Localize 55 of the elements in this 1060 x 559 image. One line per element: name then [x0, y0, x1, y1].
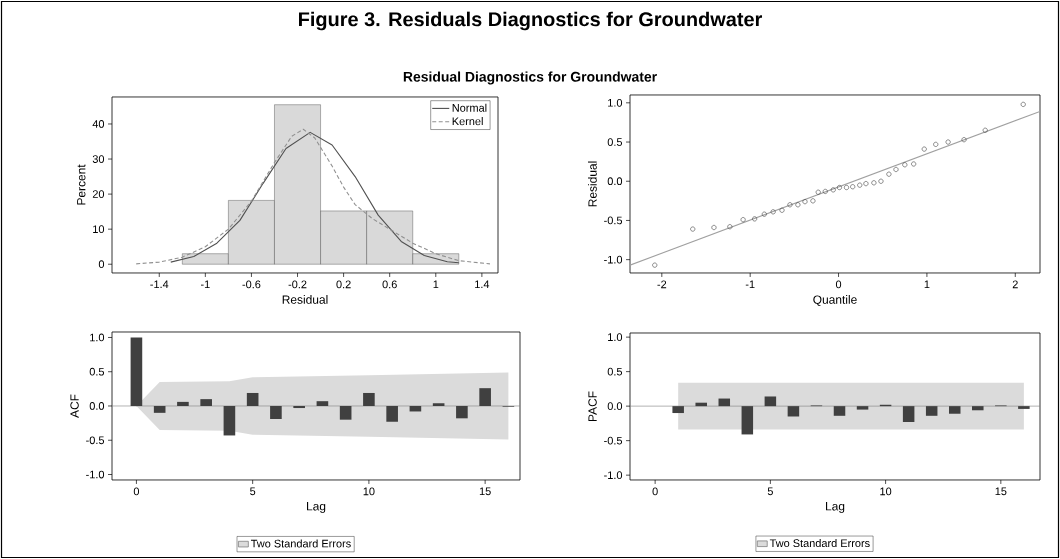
y-tick-label: 0.0: [607, 177, 623, 186]
x-tick-label: 0: [835, 280, 842, 289]
y-tick-label: 10: [93, 225, 105, 234]
y-tick-label: -0.5: [604, 216, 623, 225]
y-axis-title: ACF: [70, 394, 79, 418]
y-tick-label: 0.0: [607, 402, 623, 411]
x-tick-label: -2: [657, 280, 667, 289]
x-tick-label: 2: [1012, 280, 1018, 289]
y-axis-title: PACF: [588, 391, 597, 421]
x-axis-title: Lag: [307, 502, 326, 513]
legend-label: Kernel: [452, 117, 483, 126]
x-tick-label: 1.4: [475, 280, 490, 289]
y-tick-label: 0.5: [607, 138, 623, 146]
x-tick-label: 0: [133, 487, 140, 496]
x-axis-title: Lag: [826, 502, 845, 513]
y-tick-label: 0.0: [89, 402, 105, 410]
legend-label: Two Standard Errors: [250, 539, 351, 548]
y-tick-label: 40: [92, 120, 105, 128]
x-tick-label: -0.2: [288, 280, 307, 289]
x-tick-label: 10: [363, 487, 375, 496]
y-tick-label: 1.0: [608, 98, 623, 107]
x-tick-label: 5: [250, 487, 256, 496]
legend-label: Two Standard Errors: [769, 539, 870, 548]
x-tick-label: 10: [880, 487, 892, 496]
x-tick-label: 0: [652, 487, 658, 496]
chart-title: Figure 3. Residuals Diagnostics for Groundwater: [299, 11, 763, 31]
y-tick-label: -1.0: [604, 471, 623, 480]
x-tick-label: 5: [767, 487, 773, 496]
y-tick-label: 0.5: [607, 367, 623, 376]
x-axis-title: Residual: [282, 295, 328, 304]
y-tick-label: -0.5: [604, 436, 623, 445]
x-tick-label: -1: [745, 280, 755, 289]
y-tick-label: -1.0: [86, 470, 105, 479]
y-tick-label: 1.0: [90, 333, 105, 342]
y-axis-title: Percent: [77, 164, 86, 205]
x-tick-label: -1.4: [150, 280, 169, 289]
x-tick-label: 1: [433, 280, 439, 289]
x-tick-label: 15: [479, 487, 491, 496]
y-axis-title: Residual: [588, 161, 597, 207]
x-tick-label: -0.6: [242, 280, 261, 289]
x-tick-label: 1: [924, 280, 930, 289]
y-tick-label: 1.0: [608, 333, 623, 342]
y-tick-label: 30: [92, 155, 105, 163]
text: Residual Diagnostics for Groundwater: [403, 71, 657, 85]
x-axis-title: Quantile: [813, 295, 857, 307]
x-tick-label: -1: [200, 280, 210, 289]
legend-label: Normal: [452, 103, 487, 112]
y-tick-label: 0: [98, 260, 105, 269]
x-tick-label: 0.6: [382, 280, 397, 289]
y-tick-label: 0.5: [89, 367, 105, 376]
y-tick-label: -1.0: [604, 255, 623, 264]
y-tick-label: -0.5: [86, 436, 105, 445]
y-tick-label: 20: [92, 190, 105, 198]
x-tick-label: 0.2: [336, 280, 351, 289]
x-tick-label: 15: [995, 487, 1007, 496]
